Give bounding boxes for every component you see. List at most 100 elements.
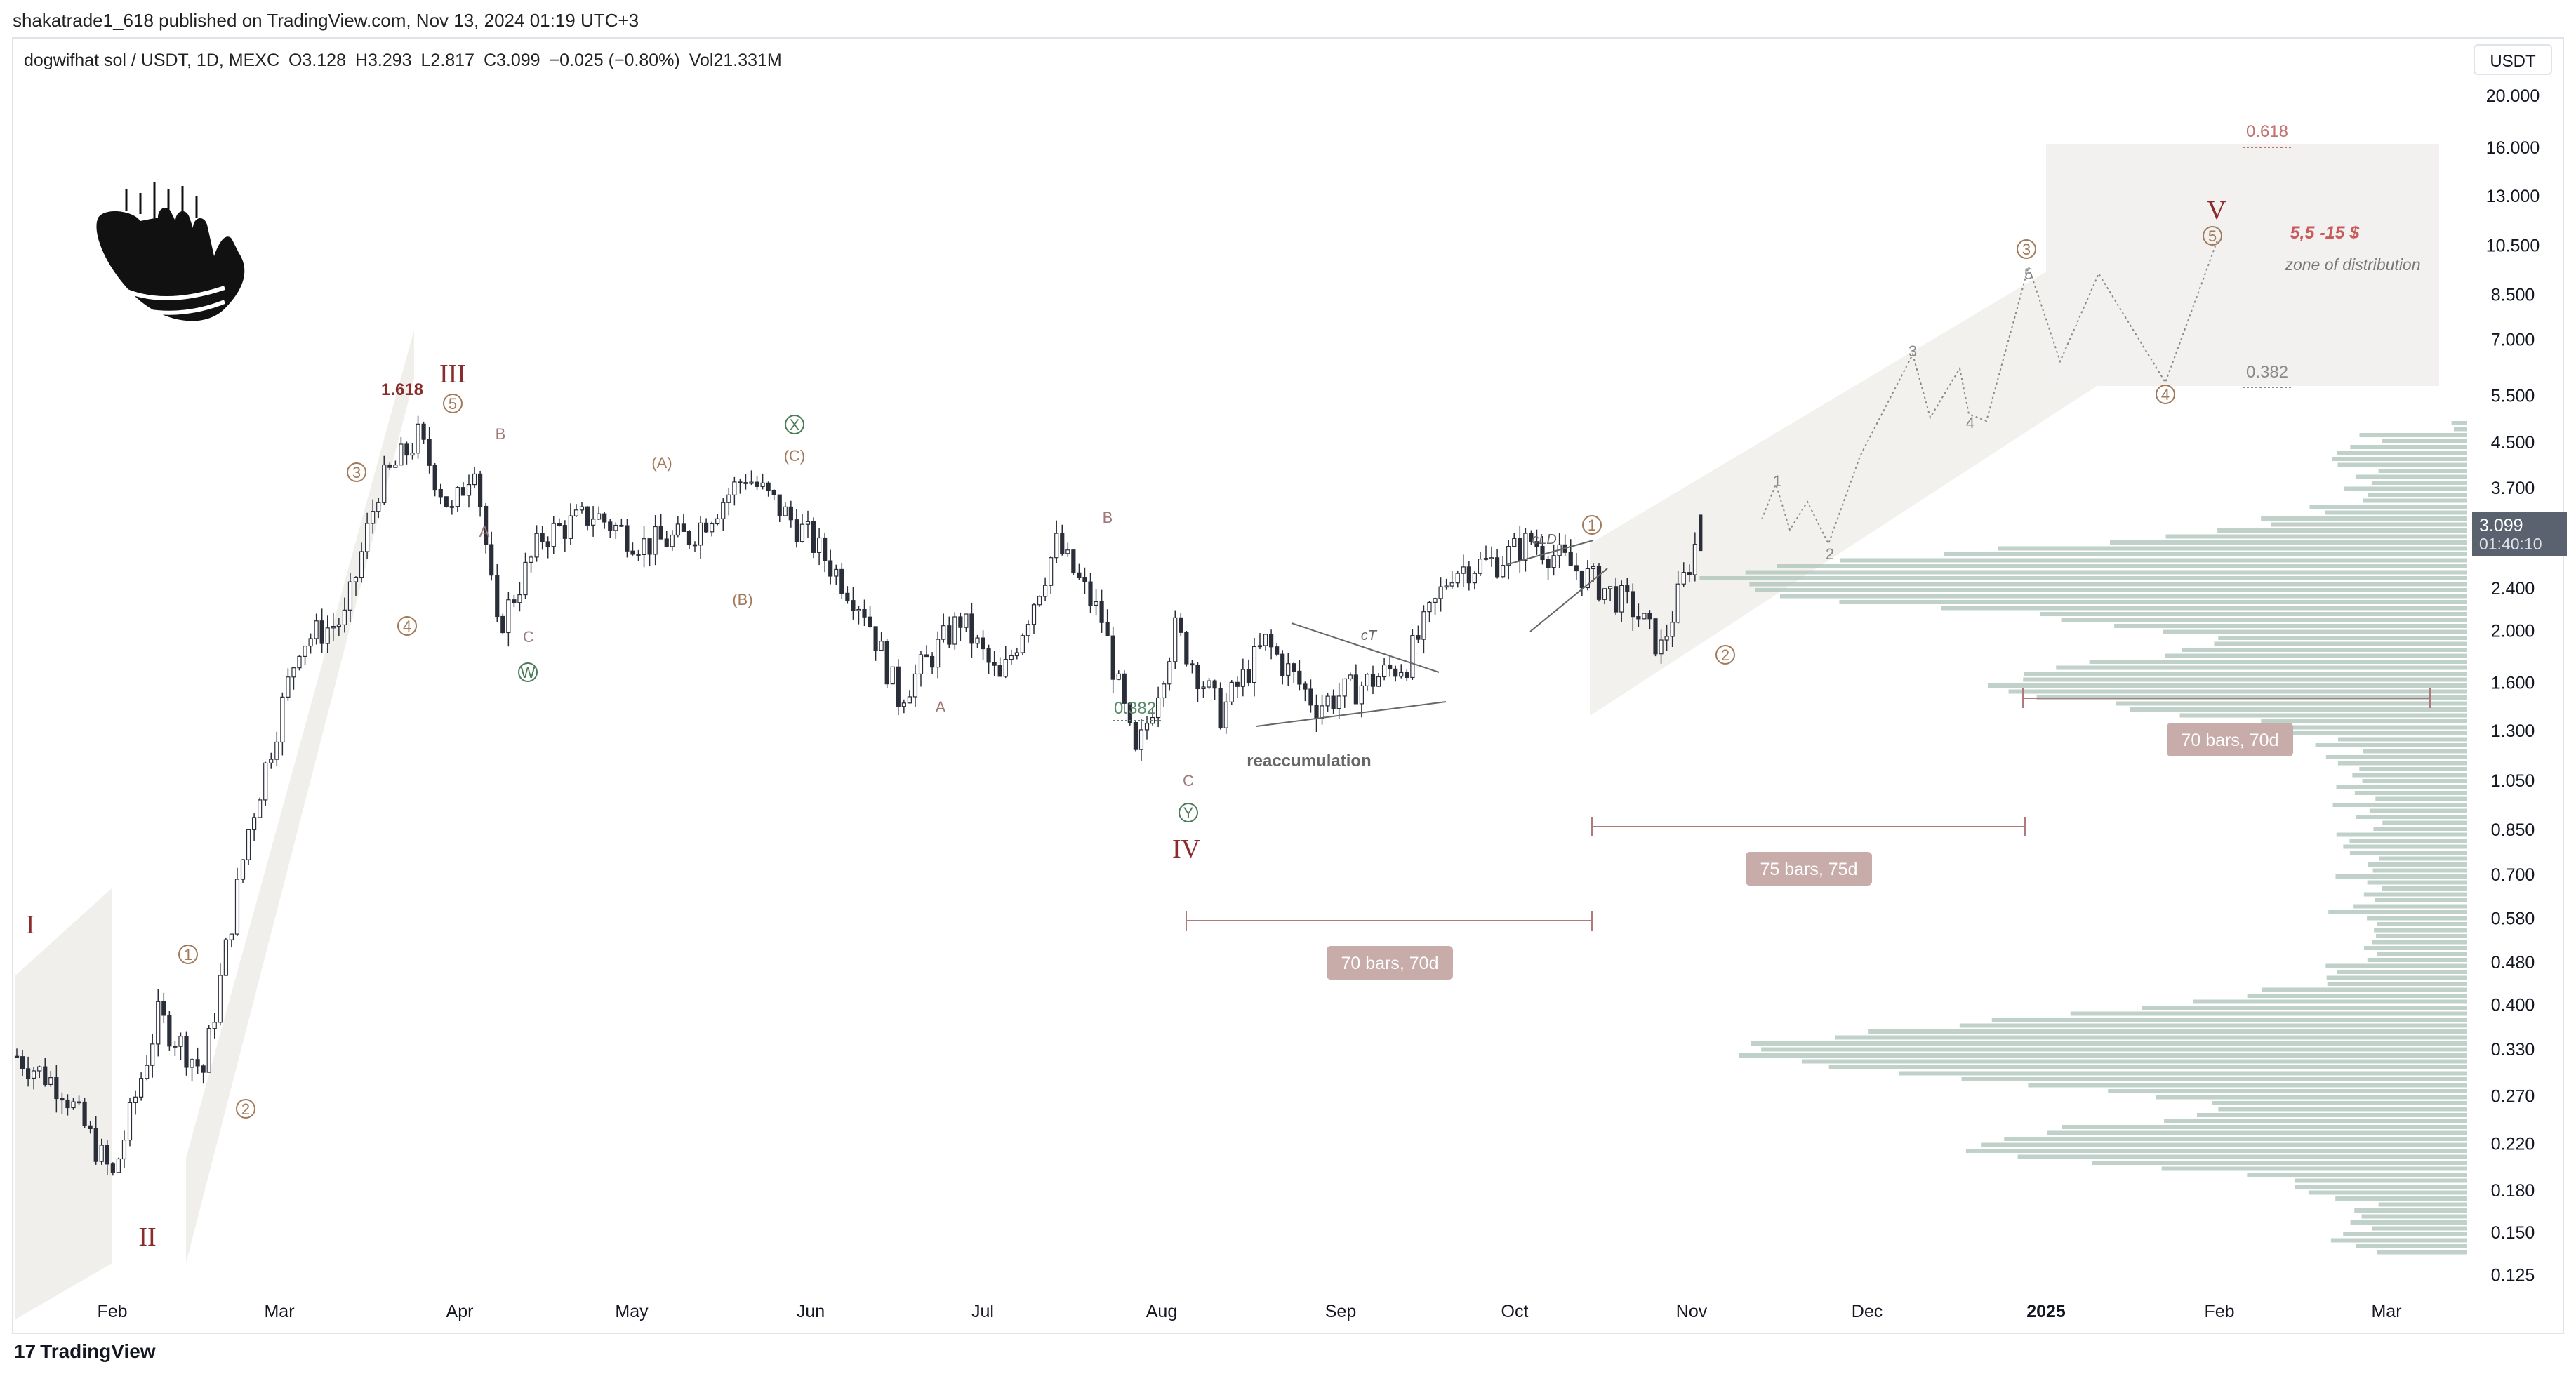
candle	[1246, 669, 1252, 683]
candle	[1138, 729, 1144, 750]
candle	[477, 473, 483, 507]
y-tick-label: 0.700	[2491, 865, 2535, 885]
candle	[692, 544, 698, 547]
candle	[1410, 635, 1415, 679]
volume-profile-bar	[2371, 940, 2467, 945]
candle	[597, 513, 602, 520]
volume-profile	[1699, 421, 2467, 1255]
channels	[15, 144, 2439, 1319]
volume-profile-bar	[1749, 582, 2467, 587]
candle	[387, 464, 392, 468]
candle	[1037, 596, 1042, 606]
x-tick-label: Aug	[1146, 1302, 1177, 1321]
channel-current	[1590, 196, 2172, 716]
candle	[726, 494, 731, 503]
candle	[929, 655, 935, 668]
label-(C): (C)	[784, 447, 806, 465]
volume-profile-bar	[2295, 1185, 2467, 1189]
currency-badge[interactable]: USDT	[2474, 44, 2552, 75]
candle	[845, 592, 850, 601]
candle	[1223, 701, 1228, 728]
candle	[613, 524, 618, 531]
volume-profile-bar	[2040, 612, 2467, 616]
volume-profile-bar	[1745, 570, 2467, 575]
candle	[986, 648, 991, 663]
candle	[856, 608, 861, 611]
candle	[1049, 557, 1054, 586]
candle	[1495, 557, 1500, 578]
x-tick-label: Sep	[1325, 1302, 1356, 1321]
volume-profile-bar	[2332, 803, 2467, 807]
volume-profile-bar	[1868, 1029, 2467, 1034]
time-axis[interactable]: Feb Mar Apr May Jun Jul Aug Sep Oct Nov Dec 2025 Feb…	[97, 1302, 2401, 1321]
volume-profile-bar	[2028, 1083, 2467, 1088]
candle	[93, 1128, 98, 1162]
volume-profile-bar	[2378, 469, 2467, 473]
volume-profile-bar	[2218, 1107, 2467, 1112]
volume-profile-bar	[2062, 1125, 2467, 1129]
candle	[1461, 566, 1466, 574]
candle	[99, 1145, 104, 1162]
candle	[269, 759, 274, 763]
label-C1: C	[523, 628, 534, 646]
svg-text:2: 2	[1721, 646, 1729, 664]
symbol-name[interactable]: dogwifhat sol / USDT, 1D, MEXC	[24, 51, 280, 70]
candle	[1478, 559, 1483, 574]
volume-profile-bar	[1941, 606, 2467, 611]
svg-text:5: 5	[2208, 227, 2217, 245]
candle	[382, 464, 387, 503]
candle	[1252, 646, 1257, 683]
candle-last	[1699, 514, 1703, 552]
candle	[71, 1101, 76, 1109]
candle	[1280, 653, 1285, 676]
volume-profile-bar	[2309, 505, 2467, 509]
tradingview-brand: TradingView	[40, 1340, 156, 1362]
volume-profile-bar	[2336, 832, 2467, 837]
candle	[32, 1070, 36, 1079]
price-axis[interactable]: 20.000 16.000 13.000 10.500 8.500 7.000 5.500 4…	[2486, 86, 2540, 1285]
candle	[738, 481, 743, 483]
candle	[573, 509, 579, 516]
y-tick-label: 8.500	[2491, 285, 2535, 305]
candle	[879, 641, 884, 651]
volume-profile-bar	[2089, 660, 2467, 664]
y-tick-label: 10.500	[2486, 236, 2540, 255]
candle	[484, 505, 489, 545]
candle	[816, 537, 822, 553]
volume-profile-bar	[2070, 1011, 2467, 1016]
x-tick-label: Mar	[264, 1302, 294, 1321]
volume-profile-bar	[2056, 665, 2467, 670]
candle	[195, 1059, 200, 1067]
volume-profile-bar	[2327, 982, 2467, 986]
candle	[1483, 558, 1489, 560]
candle	[1591, 566, 1596, 570]
candle	[274, 741, 279, 760]
candle	[1292, 663, 1296, 672]
shaka-hand-logo	[96, 182, 245, 321]
circle-1a: 1	[178, 945, 198, 964]
candle	[557, 523, 562, 526]
candle	[1065, 549, 1070, 554]
candle	[670, 534, 675, 547]
candle	[1659, 639, 1664, 655]
volume-profile-bar	[1739, 1053, 2467, 1058]
volume-profile-bar	[2047, 1130, 2467, 1135]
y-tick-label: 3.700	[2491, 479, 2535, 498]
volume-profile-bar	[2325, 510, 2467, 515]
tradingview-logo[interactable]: 17 TradingView	[14, 1340, 156, 1363]
svg-text:4: 4	[403, 618, 411, 635]
candle	[630, 550, 635, 555]
volume-profile-bar	[2350, 445, 2467, 449]
fib-1618: 1.618	[381, 380, 423, 399]
svg-text:4: 4	[2161, 386, 2170, 403]
candle	[952, 616, 957, 645]
candle	[1060, 533, 1065, 554]
candle	[681, 523, 686, 532]
measure-label-3: 70 bars, 70d	[2182, 731, 2279, 750]
candle	[1631, 591, 1635, 618]
volume-profile-bar	[2367, 958, 2467, 962]
volume-profile-bar	[2332, 457, 2467, 461]
candle	[1195, 664, 1200, 690]
wave-V: V	[2207, 196, 2226, 225]
